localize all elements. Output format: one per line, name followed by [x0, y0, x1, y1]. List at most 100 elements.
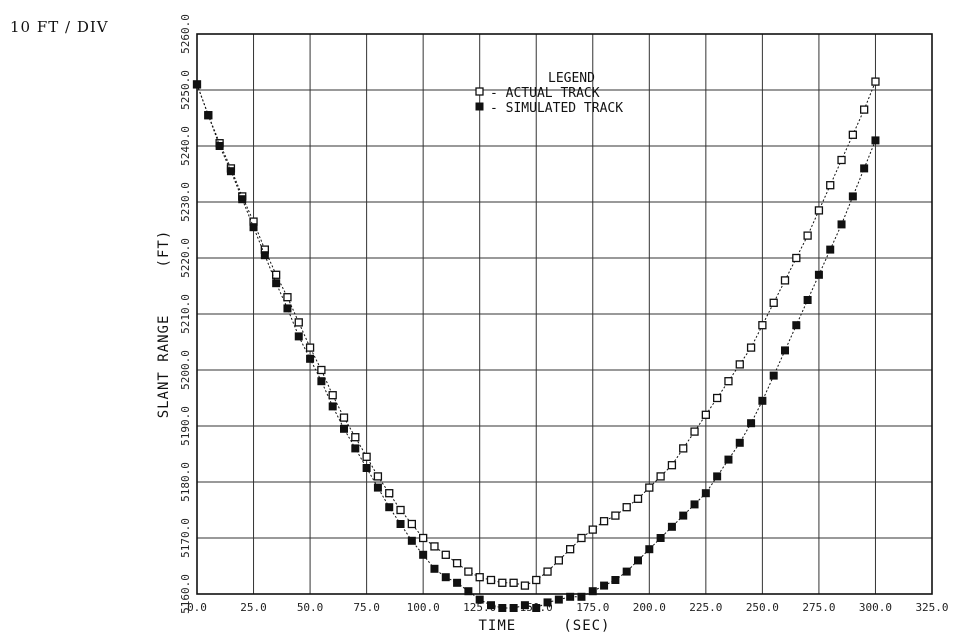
data-point-actual [441, 550, 450, 559]
data-point-simulated [735, 438, 744, 447]
data-point-actual [283, 293, 292, 302]
x-tick-label: 175.0 [576, 601, 609, 614]
y-tick-label: 5240.0 [179, 126, 192, 166]
data-point-actual [679, 444, 688, 453]
x-tick-label: 25.0 [240, 601, 267, 614]
data-point-simulated [249, 223, 258, 232]
data-point-simulated [814, 270, 823, 279]
data-point-actual [746, 343, 756, 352]
data-point-actual [475, 573, 484, 582]
x-tick-label: 0.0 [187, 601, 207, 614]
data-point-simulated [215, 142, 224, 150]
data-point-actual [860, 105, 869, 114]
data-point-actual [509, 578, 518, 587]
data-point-simulated [848, 192, 857, 201]
data-point-simulated [769, 371, 778, 380]
data-point-actual [566, 545, 575, 554]
data-point-simulated [600, 581, 609, 590]
y-tick-label: 5190.0 [179, 406, 192, 446]
data-point-simulated [407, 536, 416, 545]
data-point-actual [837, 155, 846, 165]
data-point-actual [351, 433, 360, 442]
data-point-actual [622, 503, 631, 512]
data-point-simulated [803, 296, 812, 304]
data-point-simulated [498, 604, 507, 612]
data-point-simulated [373, 483, 382, 492]
data-point-actual [328, 391, 337, 400]
data-point-simulated [520, 601, 529, 610]
data-point-simulated [464, 587, 473, 596]
x-axis-label: TIME (SEC) [478, 618, 610, 634]
y-tick-label: 5260.0 [179, 14, 192, 54]
data-point-simulated [328, 402, 337, 411]
data-point-actual [396, 505, 405, 515]
x-tick-label: 325.0 [915, 601, 948, 614]
data-point-simulated [238, 195, 247, 204]
legend-entry-simulated: - SIMULATED TRACK [490, 101, 623, 116]
data-point-actual [769, 298, 778, 307]
y-tick-label: 5220.0 [179, 238, 192, 278]
plot-frame [196, 33, 933, 595]
data-point-actual [848, 130, 857, 139]
data-point-actual [871, 77, 880, 86]
data-point-actual [713, 393, 722, 403]
data-point-actual [498, 578, 507, 587]
data-point-actual [577, 533, 586, 543]
data-point-actual [339, 413, 349, 422]
data-point-actual [543, 567, 552, 576]
data-point-actual [294, 318, 303, 327]
data-point-actual [385, 489, 394, 498]
data-point-actual [464, 567, 473, 576]
data-point-simulated [577, 592, 586, 601]
y-axis-ticks: 5160.0 5170.0 5180.0 5190.0 5200.0 5210.0 5220… [179, 14, 192, 614]
data-point-actual [803, 231, 812, 240]
data-point-simulated [272, 279, 281, 288]
data-point-simulated [645, 545, 654, 554]
y-tick-label: 5180.0 [179, 462, 192, 502]
data-point-simulated [781, 346, 789, 355]
legend-marker-simulated [475, 102, 484, 111]
data-point-simulated [532, 604, 541, 612]
data-point-actual [656, 472, 665, 481]
y-tick-label: 5210.0 [179, 294, 192, 334]
data-point-simulated [826, 245, 835, 254]
x-axis-ticks: 0.025.050.075.0100.0125.0150.0175.0200.0… [187, 601, 949, 614]
data-point-simulated [475, 595, 484, 604]
data-point-simulated [294, 332, 303, 341]
data-point-simulated [860, 164, 869, 173]
data-point-simulated [260, 251, 269, 260]
y-tick-label: 5200.0 [179, 350, 192, 390]
data-point-simulated [193, 80, 201, 89]
data-point-simulated [566, 592, 575, 601]
series-actual-track [192, 77, 880, 590]
data-point-simulated [351, 444, 360, 453]
data-point-actual [758, 321, 767, 330]
data-point-actual [633, 494, 643, 503]
x-tick-label: 225.0 [689, 601, 722, 614]
data-point-simulated [340, 424, 348, 433]
data-point-simulated [306, 354, 315, 363]
data-point-actual [419, 533, 428, 543]
data-point-simulated [690, 500, 699, 509]
data-point-simulated [758, 396, 767, 405]
data-point-actual [814, 206, 824, 215]
data-point-simulated [385, 503, 394, 512]
data-point-simulated [396, 520, 405, 528]
data-point-simulated [554, 595, 563, 604]
data-point-actual [452, 559, 462, 568]
data-point-simulated [622, 567, 631, 576]
legend-title: LEGEND [548, 71, 595, 86]
data-point-actual [611, 511, 620, 520]
data-point-actual [724, 377, 733, 386]
data-point-actual [792, 253, 801, 263]
data-point-actual [532, 575, 541, 585]
data-point-actual [690, 427, 699, 436]
data-point-simulated [283, 304, 292, 313]
x-tick-label: 100.0 [407, 601, 440, 614]
data-point-actual [520, 581, 530, 590]
data-point-simulated [713, 472, 722, 481]
data-point-simulated [679, 511, 688, 520]
data-point-simulated [441, 573, 450, 582]
data-point-actual [362, 452, 371, 461]
legend: LEGEND - ACTUAL TRACK - SIMULATED TRACK [475, 71, 623, 116]
